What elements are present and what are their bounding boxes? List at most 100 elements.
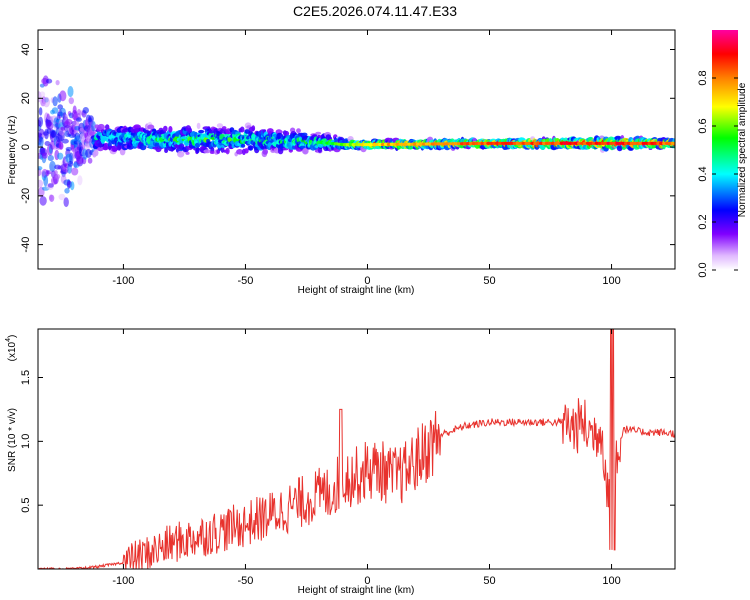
snr-x-tick-label: 100 xyxy=(602,575,620,587)
spectrogram-cell xyxy=(49,194,55,202)
spectrogram-cell xyxy=(196,122,201,130)
spectrogram-cell xyxy=(70,181,75,191)
spectrogram-x-tick-label: 100 xyxy=(602,275,620,287)
spectrogram-cell xyxy=(133,124,141,130)
spectrogram-cell xyxy=(97,146,104,152)
spectrogram-y-tick-label: -20 xyxy=(20,188,32,204)
spectrogram-cell xyxy=(251,125,256,132)
spectrogram-cell xyxy=(47,155,54,162)
spectrogram-cell xyxy=(301,132,308,137)
figure-title: C2E5.2026.074.11.47.E33 xyxy=(293,3,457,19)
spectrogram-cell xyxy=(209,150,215,154)
spectrogram-cell xyxy=(58,193,66,201)
spectrogram-cell xyxy=(39,196,47,206)
spectrogram-cell xyxy=(76,154,84,165)
spectrogram-cell xyxy=(61,138,69,144)
spectrogram-cell xyxy=(38,168,42,177)
spectrogram-cell xyxy=(41,152,48,159)
spectrogram-cell xyxy=(61,166,69,173)
spectrogram-cell xyxy=(71,167,79,176)
spectrogram-cell xyxy=(97,123,105,131)
spectrogram-cell xyxy=(240,143,246,148)
spectrogram-x-axis: -100 -50 0 50 100 xyxy=(112,30,621,287)
spectrogram-cell xyxy=(221,126,227,130)
spectrogram-x-tick-label: -100 xyxy=(112,275,134,287)
spectrogram-cell xyxy=(39,136,44,147)
snr-y-tick-label: 1.0 xyxy=(20,434,32,449)
spectrogram-cell xyxy=(65,146,73,152)
spectrogram-cell xyxy=(46,78,53,84)
spectrogram-cell xyxy=(315,131,322,135)
spectrogram-cell xyxy=(47,183,54,188)
snr-x-tick-label: -50 xyxy=(237,575,253,587)
spectrogram-cell xyxy=(276,130,283,134)
spectrogram-x-tick-label: -50 xyxy=(237,275,253,287)
colorbar-label: Normalized spectral amplitude xyxy=(737,82,748,217)
spectrogram-cell xyxy=(67,86,74,98)
spectrogram-cell xyxy=(38,166,43,171)
snr-x-axis: -100 -50 0 50 100 xyxy=(112,329,621,587)
spectrogram-x-tick-label: 0 xyxy=(364,275,370,287)
snr-x-tick-label: -100 xyxy=(112,575,134,587)
colorbar-ticks: 0.0 0.2 0.4 0.6 0.8 xyxy=(697,70,738,278)
spectrogram-cell xyxy=(266,128,274,134)
spectrogram-cell xyxy=(225,147,230,155)
spectrogram-y-axis: -40 -20 0 20 40 xyxy=(20,43,675,253)
colorbar-tick-label: 0.6 xyxy=(697,118,709,133)
spectrogram-panel: -100 -50 0 50 100 -40 -20 0 20 40 Height of stra… xyxy=(7,29,676,296)
spectrogram-cell xyxy=(55,80,60,86)
spectrogram-cell xyxy=(103,142,109,149)
snr-y-multiplier: (x104) xyxy=(5,335,18,362)
snr-multiplier-close: ) xyxy=(7,335,18,338)
colorbar-tick-label: 0.4 xyxy=(697,166,709,181)
spectrogram-x-tick-label: 50 xyxy=(483,275,495,287)
spectrogram-cell xyxy=(198,129,205,134)
spectrogram-cell xyxy=(153,129,157,134)
spectrogram-cell xyxy=(38,116,43,128)
snr-x-tick-label: 0 xyxy=(364,575,370,587)
snr-panel: -100 -50 0 50 100 0.5 1.0 1.5 Height of straig… xyxy=(5,328,676,596)
spectrogram-cell xyxy=(59,90,67,102)
spectrogram-cell xyxy=(599,135,604,139)
snr-multiplier-base: (x10 xyxy=(7,341,18,361)
spectrogram-cell xyxy=(185,151,190,155)
spectrogram-cell xyxy=(168,126,173,133)
spectrogram-cell xyxy=(57,152,64,160)
spectrogram-cell xyxy=(472,137,477,142)
spectrogram-cell xyxy=(91,121,96,132)
spectrogram-x-label: Height of straight line (km) xyxy=(298,285,415,296)
spectrogram-cell xyxy=(64,188,70,194)
spectrogram-cell xyxy=(53,173,61,180)
spectrogram-cell xyxy=(163,125,168,132)
spectrogram-cell xyxy=(111,145,118,152)
snr-y-tick-label: 1.5 xyxy=(20,370,32,385)
spectrogram-frame xyxy=(37,29,676,270)
spectrogram-cell xyxy=(203,149,211,154)
colorbar-tick-label: 0.2 xyxy=(697,214,709,229)
spectrogram-cell xyxy=(82,107,90,114)
spectrogram-cell xyxy=(49,160,56,172)
snr-x-label: Height of straight line (km) xyxy=(298,585,415,596)
spectrogram-cell xyxy=(296,128,301,134)
spectrogram-cell xyxy=(89,129,97,137)
snr-multiplier-exponent: 4 xyxy=(5,338,12,342)
colorbar-gradient xyxy=(712,30,738,270)
svg-text:(x104): (x104) xyxy=(5,335,18,362)
spectrogram-cell xyxy=(262,148,269,155)
spectrogram-cell xyxy=(302,147,309,155)
spectrogram-y-tick-label: 40 xyxy=(20,43,32,55)
spectrogram-cell xyxy=(239,126,245,133)
spectrogram-cell xyxy=(51,130,56,139)
spectrogram-cell xyxy=(39,91,46,98)
spectrogram-cell xyxy=(284,130,290,137)
spectrogram-y-tick-label: 20 xyxy=(20,92,32,104)
snr-frame xyxy=(37,328,676,570)
snr-y-axis: 0.5 1.0 1.5 xyxy=(20,370,675,513)
spectrogram-cell xyxy=(51,107,59,114)
spectrogram-cell xyxy=(236,149,244,155)
spectrogram-cell xyxy=(43,175,49,187)
spectrogram-cell xyxy=(248,145,254,151)
spectrogram-cell xyxy=(154,142,161,146)
spectrogram-cell xyxy=(60,126,65,131)
spectrogram-cell xyxy=(63,197,69,208)
